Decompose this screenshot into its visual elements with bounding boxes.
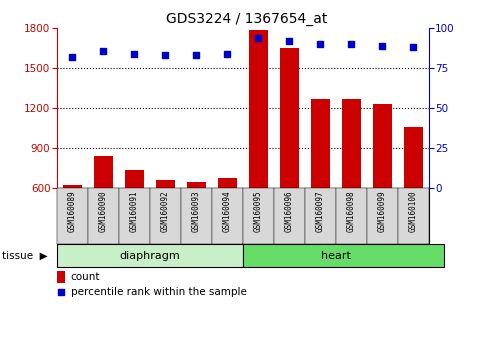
Point [68,54,76,60]
Bar [342,99,361,267]
Bar [119,188,150,244]
Bar [243,188,274,244]
Text: GSM160093: GSM160093 [192,190,201,232]
Bar [94,156,112,267]
Point [57,289,65,295]
Bar [57,188,88,244]
Bar [125,170,143,267]
Bar [218,178,237,267]
Text: tissue  ▶: tissue ▶ [2,251,48,261]
Text: GDS3224 / 1367654_at: GDS3224 / 1367654_at [166,12,327,27]
Point [285,38,293,44]
Text: GSM160094: GSM160094 [223,190,232,232]
Text: GSM160090: GSM160090 [99,190,108,232]
Point [130,51,138,57]
Text: heart: heart [321,251,351,261]
Point [99,48,107,53]
Point [223,51,231,57]
Bar [63,185,81,267]
Text: GSM160091: GSM160091 [130,190,139,232]
Text: percentile rank within the sample: percentile rank within the sample [71,287,246,297]
Bar [156,180,175,267]
Bar [212,188,243,244]
Bar [150,188,181,244]
Point [317,41,324,47]
Point [192,53,200,58]
Point [410,45,418,50]
Bar [336,188,367,244]
Bar [311,99,330,267]
Text: GSM160098: GSM160098 [347,190,356,232]
Point [379,43,387,49]
Point [254,35,262,41]
Bar [243,244,444,267]
Bar [88,188,119,244]
Text: count: count [71,272,101,282]
Text: diaphragm: diaphragm [119,251,180,261]
Text: GSM160100: GSM160100 [409,190,418,232]
Point [161,53,169,58]
Bar [398,188,429,244]
Text: GSM160089: GSM160089 [68,190,77,232]
Text: GSM160092: GSM160092 [161,190,170,232]
Bar [280,48,299,267]
Bar [57,244,243,267]
Bar [367,188,398,244]
Text: GSM160096: GSM160096 [285,190,294,232]
Bar [249,30,268,267]
Bar [187,182,206,267]
Bar [181,188,212,244]
Text: GSM160095: GSM160095 [254,190,263,232]
Bar [404,127,423,267]
Text: GSM160097: GSM160097 [316,190,325,232]
Text: GSM160099: GSM160099 [378,190,387,232]
Bar [274,188,305,244]
Bar [373,104,391,267]
Bar [305,188,336,244]
Point [348,41,355,47]
Bar [57,272,65,282]
